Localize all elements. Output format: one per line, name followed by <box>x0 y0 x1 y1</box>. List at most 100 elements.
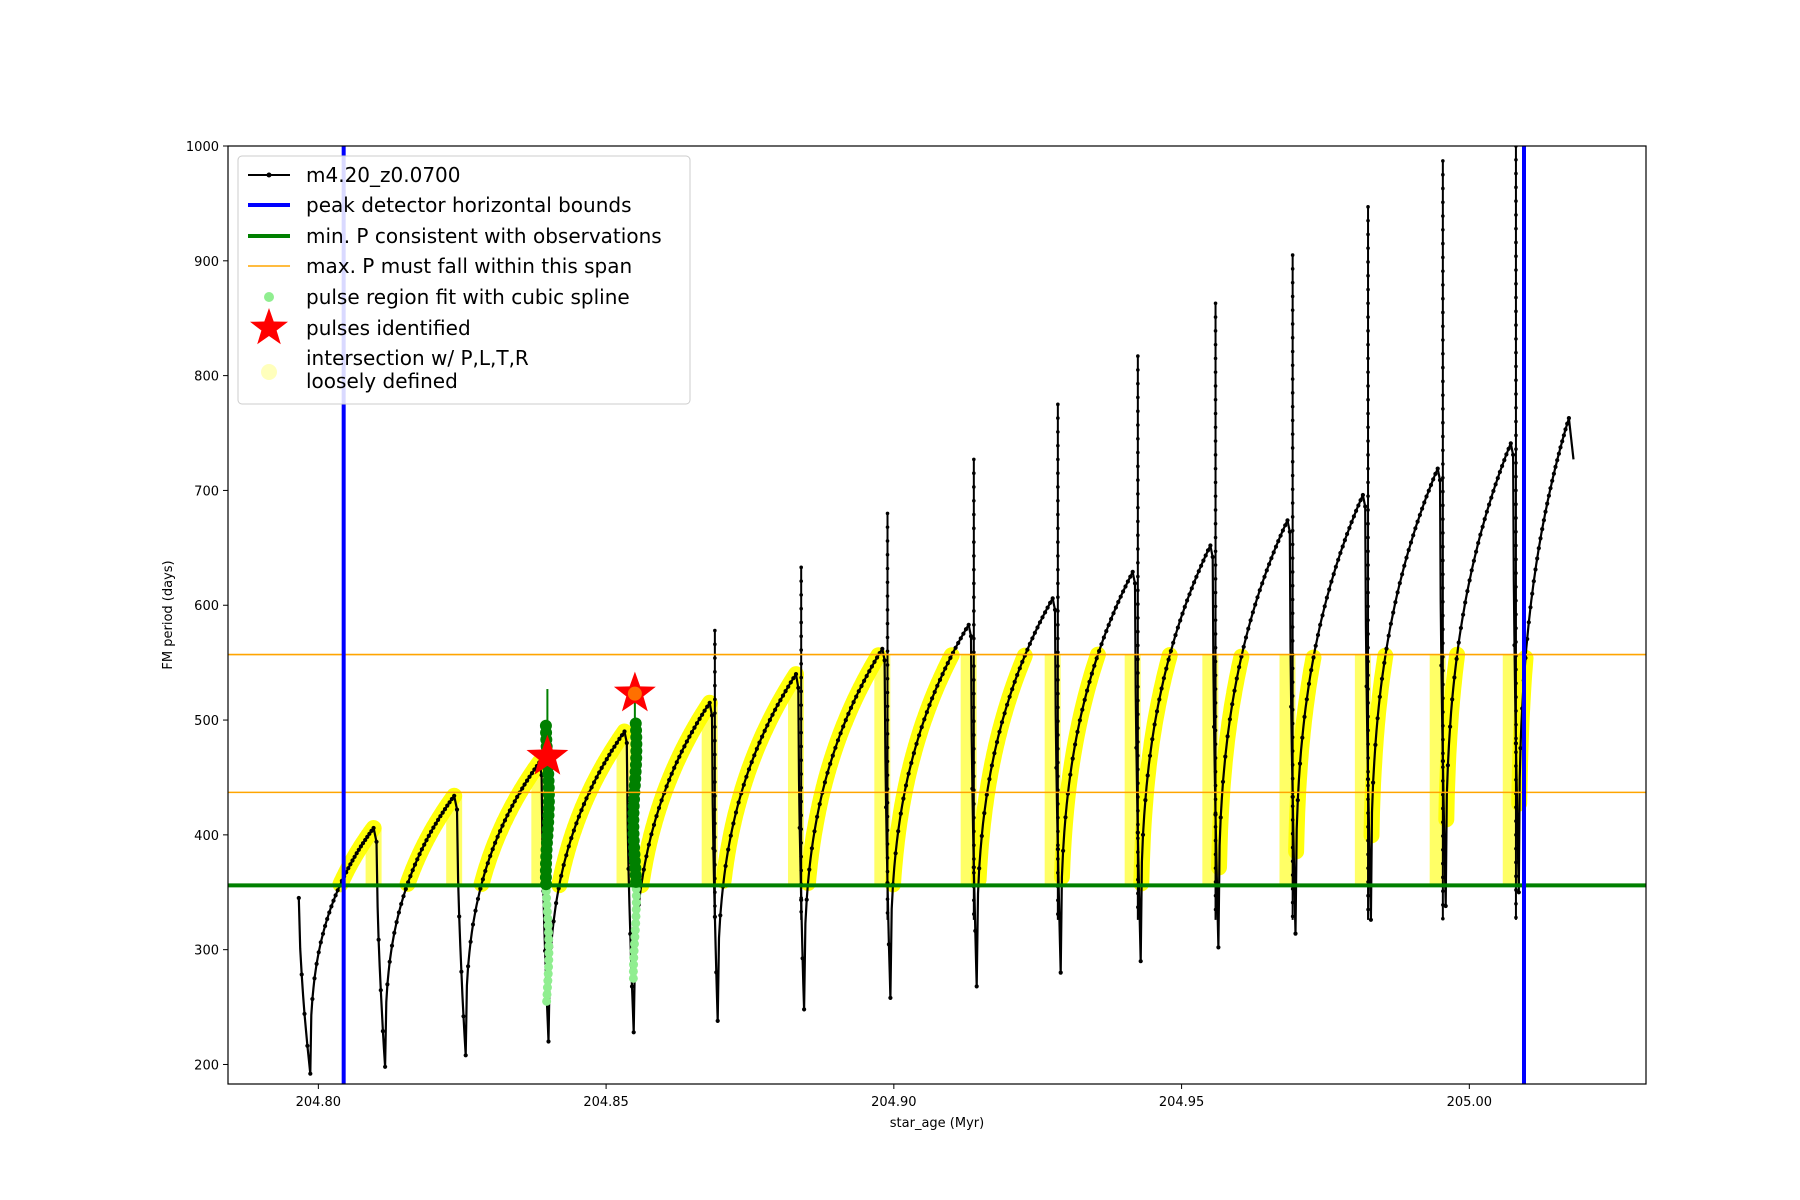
track-point <box>440 810 445 815</box>
track-point <box>392 930 397 936</box>
track-point <box>1187 592 1192 597</box>
track-spike-point <box>1366 315 1370 319</box>
track-point <box>667 777 672 783</box>
track-spike-point <box>1290 570 1295 574</box>
track-spike-point <box>1366 205 1370 209</box>
track-spike-point <box>1213 769 1218 774</box>
track-point <box>1118 594 1123 599</box>
y-tick-label: 800 <box>194 370 219 385</box>
track-spike-point <box>713 697 717 702</box>
track-point <box>1180 611 1185 616</box>
track-spike-point <box>972 664 976 668</box>
track-point <box>1550 478 1555 483</box>
track-spike-point <box>1514 529 1518 534</box>
track-spike-point <box>1366 260 1370 264</box>
track-spike-point <box>972 870 976 875</box>
track-point <box>520 786 525 791</box>
track-spike-point <box>799 868 803 873</box>
track-point <box>669 771 674 776</box>
track-spike-point <box>885 869 890 874</box>
track-spike-point <box>1213 590 1218 595</box>
track-spike-point <box>1213 329 1218 333</box>
track-point <box>1218 815 1223 820</box>
track-spike-point <box>1056 526 1060 531</box>
track-point <box>399 901 404 907</box>
spline-point-1 <box>628 966 638 976</box>
track-spike-point <box>1441 379 1445 384</box>
track-spike-point <box>1366 632 1370 636</box>
track-spike-point <box>1136 478 1140 482</box>
track-point <box>770 712 775 717</box>
track-point <box>449 796 454 802</box>
track-spike-point <box>1441 393 1445 397</box>
track-spike-point <box>1136 368 1140 372</box>
axes: 204.80 204.85 204.90 204.95 205.00 200 300 400 5… <box>186 140 1647 1110</box>
track-spike-point <box>885 732 890 736</box>
track-point <box>919 725 924 730</box>
track-point <box>825 770 830 775</box>
legend-label: min. P consistent with observations <box>306 224 662 248</box>
track-point <box>930 696 935 701</box>
track-point <box>1345 531 1350 537</box>
spline-point-0 <box>544 934 554 944</box>
y-tick-label: 500 <box>194 714 219 729</box>
track-point <box>882 658 887 663</box>
track-spike-point <box>1366 659 1370 664</box>
track-point <box>1368 917 1373 922</box>
track-spike-point <box>1514 405 1518 410</box>
track-point <box>705 704 710 709</box>
track-point <box>1340 544 1345 549</box>
track-point <box>1293 931 1298 936</box>
track-spike-point <box>1514 474 1518 479</box>
track-spike-point <box>1056 815 1060 820</box>
track-spike-point <box>1441 834 1445 838</box>
track-spike-point <box>1366 411 1370 416</box>
track-point <box>612 744 617 749</box>
track-spike-point <box>1514 709 1518 713</box>
track-spike-point <box>1290 873 1295 877</box>
track-spike-point <box>1366 825 1370 829</box>
track-point <box>419 847 424 852</box>
track-point <box>1297 761 1303 766</box>
track-spike-point <box>1514 833 1518 837</box>
track-spike-point <box>1056 802 1060 806</box>
track-spike-point <box>1136 671 1140 675</box>
spline-point-0 <box>539 719 552 732</box>
track-point <box>1143 798 1148 803</box>
track-point <box>692 725 697 730</box>
track-spike-point <box>1290 473 1295 478</box>
track-spike-point <box>1213 825 1218 829</box>
track-point <box>360 841 366 846</box>
track-point <box>1555 458 1560 463</box>
track-point <box>828 761 833 767</box>
track-point <box>1491 488 1496 494</box>
track-point <box>1528 605 1533 610</box>
track-point <box>415 857 420 862</box>
track-point <box>1565 421 1570 426</box>
track-spike-point <box>1514 419 1518 424</box>
track-spike-point <box>1136 450 1140 455</box>
track-point <box>994 740 1000 745</box>
track-spike-point <box>1366 273 1370 278</box>
track-point <box>765 723 770 728</box>
track-spike-point <box>1290 294 1295 299</box>
track-point <box>1012 679 1017 685</box>
track-point <box>854 694 859 699</box>
track-spike-point <box>885 539 890 543</box>
track-point <box>984 792 989 797</box>
track-spike-point <box>1213 852 1218 857</box>
track-spike-point <box>1290 404 1295 409</box>
track-point <box>1506 446 1511 451</box>
track-point <box>352 854 357 859</box>
track-point <box>1220 779 1226 784</box>
track-point <box>752 753 757 758</box>
spline-point-1 <box>631 904 641 914</box>
track-spike-point <box>972 457 976 462</box>
track-point <box>974 984 979 989</box>
track-spike-point <box>1366 453 1370 457</box>
track-spike-point <box>1366 811 1370 815</box>
track-spike-point <box>1290 418 1295 423</box>
track-spike-point <box>1514 915 1518 920</box>
track-spike-point <box>1136 519 1140 524</box>
track-point <box>1161 676 1166 681</box>
